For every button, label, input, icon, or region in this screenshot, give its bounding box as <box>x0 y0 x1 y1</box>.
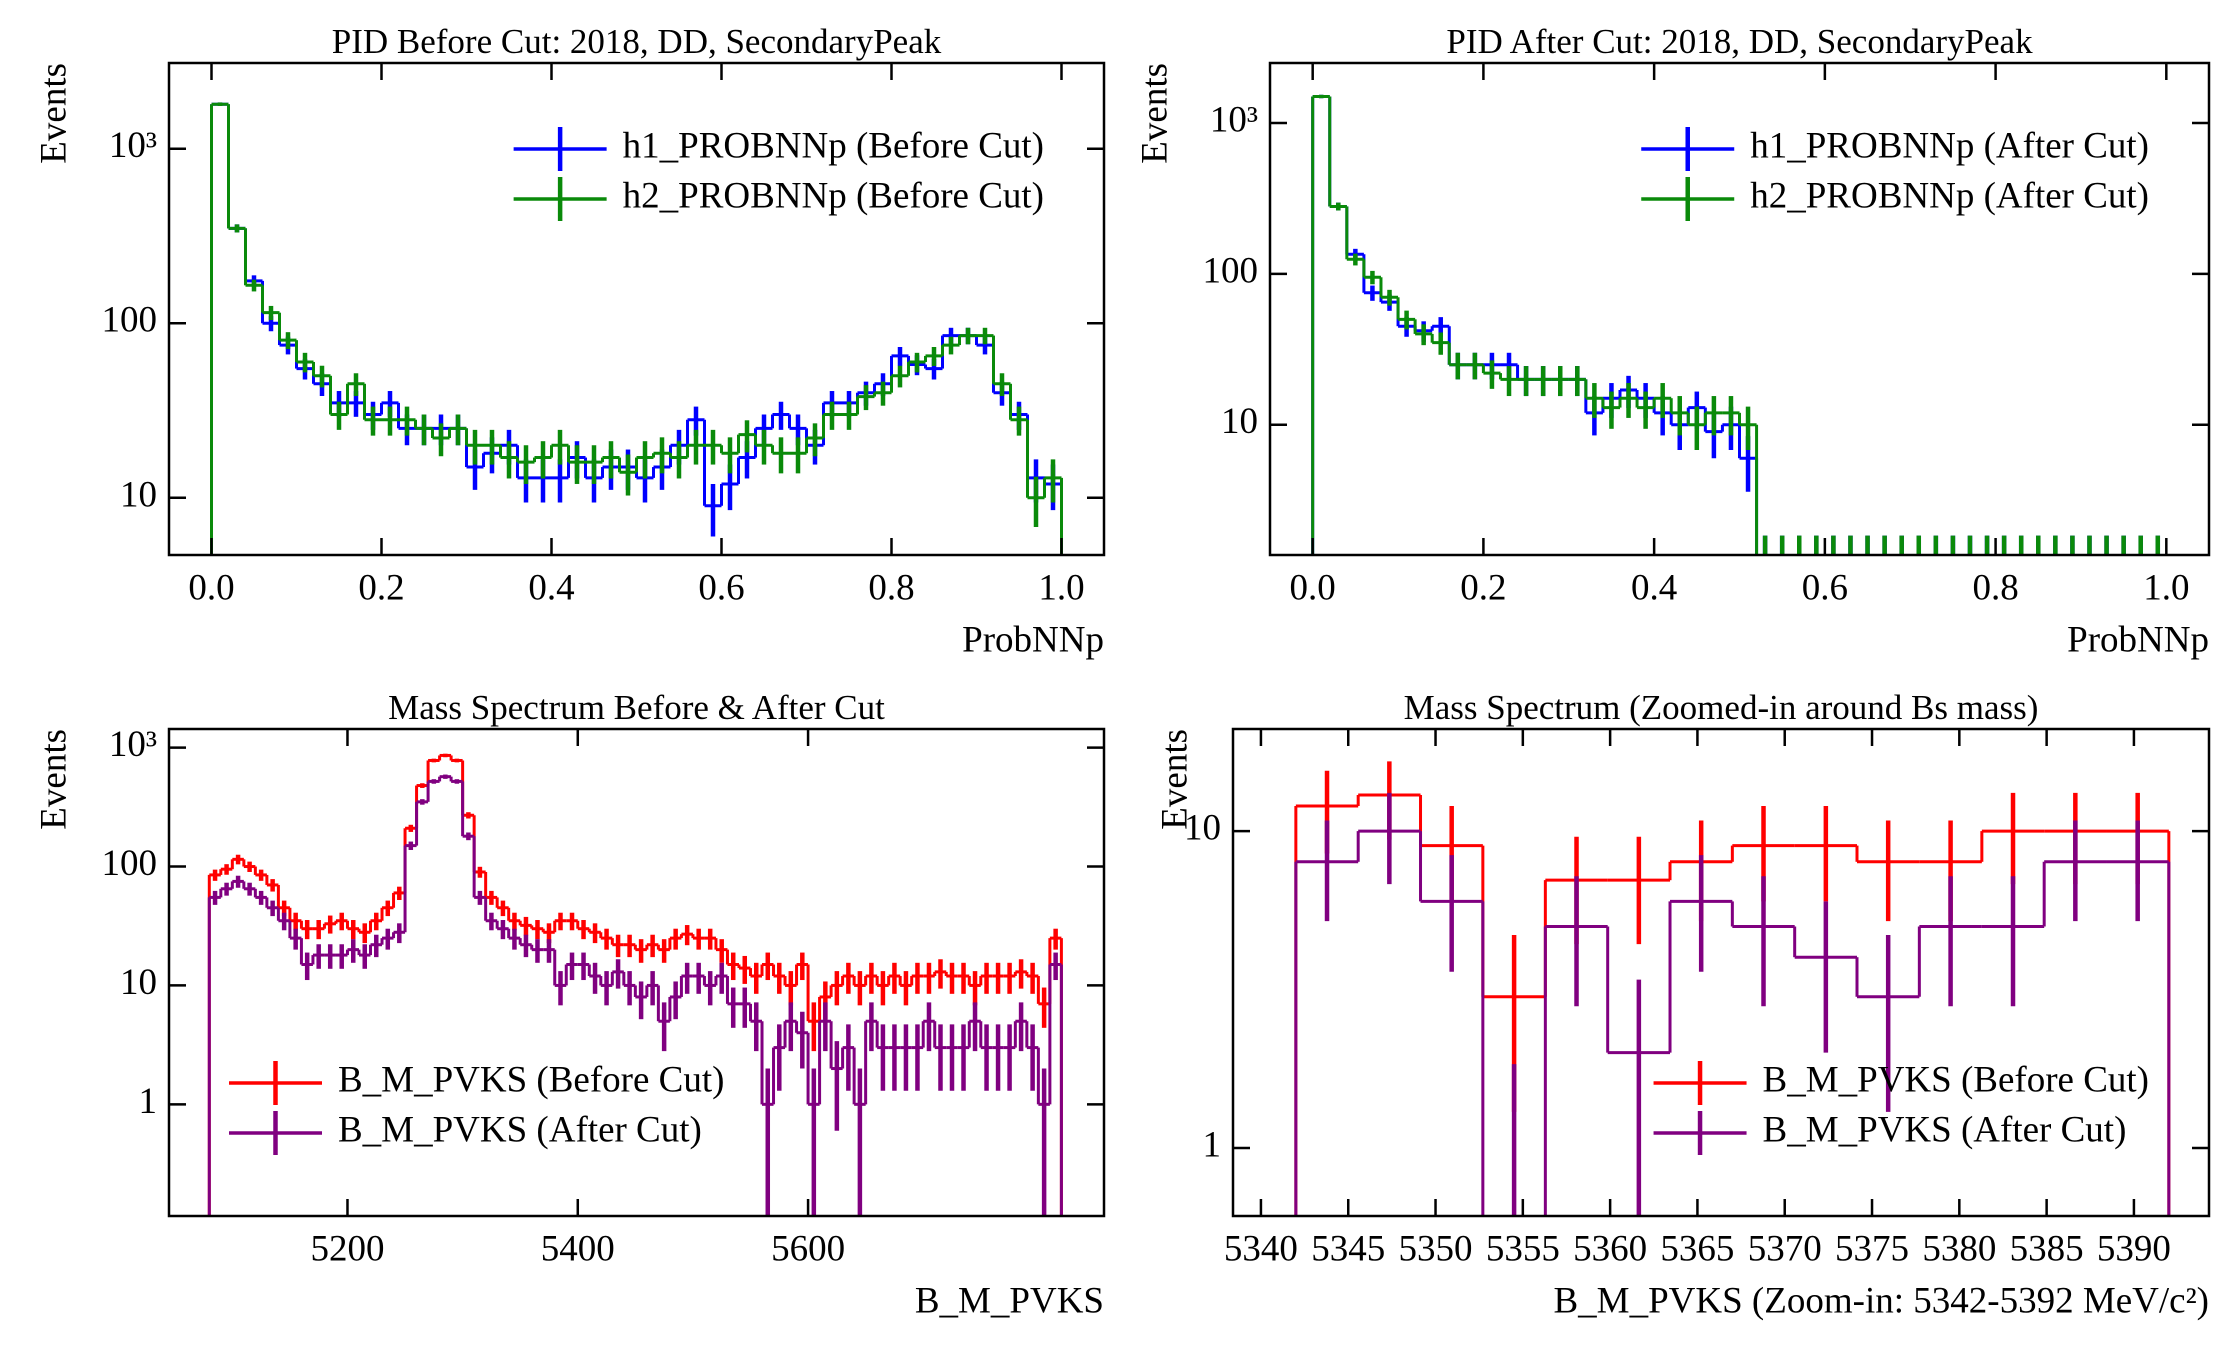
legend-label: h1_PROBNNp (Before Cut) <box>623 125 1044 166</box>
x-tick-label: 5400 <box>541 1228 615 1269</box>
y-tick-label: 100 <box>102 300 158 341</box>
plot-area <box>1294 761 2171 1216</box>
x-tick-label: 0.8 <box>868 567 914 608</box>
x-axis-label: B_M_PVKS <box>915 1280 1104 1321</box>
axes-frame <box>167 61 1106 557</box>
x-tick-label: 0.0 <box>1290 567 1336 608</box>
x-axis-label: B_M_PVKS (Zoom-in: 5342-5392 MeV/c²) <box>1554 1280 2210 1321</box>
axes-frame <box>167 727 1106 1218</box>
x-tick-label: 0.4 <box>528 567 574 608</box>
x-tick-label: 1.0 <box>2143 567 2189 608</box>
chart-title: PID Before Cut: 2018, DD, SecondaryPeak <box>332 22 942 61</box>
x-tick-label: 0.6 <box>698 567 744 608</box>
plot-area <box>207 753 1063 1216</box>
chart-title: PID After Cut: 2018, DD, SecondaryPeak <box>1446 22 2033 61</box>
y-axis-label: Events <box>1154 729 1195 830</box>
x-tick-label: 1.0 <box>1038 567 1084 608</box>
y-tick-label: 1 <box>139 1081 158 1122</box>
plot-area <box>210 102 1063 555</box>
x-tick-label: 5370 <box>1748 1228 1822 1269</box>
y-tick-label: 10³ <box>1210 100 1258 141</box>
x-tick-label: 0.4 <box>1631 567 1677 608</box>
y-tick-label: 10³ <box>109 724 157 765</box>
x-tick-label: 5355 <box>1486 1228 1560 1269</box>
x-tick-label: 5200 <box>310 1228 384 1269</box>
y-tick-label: 100 <box>102 843 158 884</box>
y-tick-label: 10 <box>1221 401 1258 442</box>
x-tick-label: 5375 <box>1835 1228 1909 1269</box>
x-tick-label: 5600 <box>771 1228 845 1269</box>
y-axis-label: Events <box>33 729 74 830</box>
legend-label: B_M_PVKS (Before Cut) <box>338 1059 724 1100</box>
x-tick-label: 5350 <box>1399 1228 1473 1269</box>
x-tick-label: 5380 <box>1922 1228 1996 1269</box>
x-tick-label: 5340 <box>1224 1228 1298 1269</box>
y-tick-label: 10 <box>1184 808 1221 849</box>
plot-area <box>1311 94 2161 555</box>
x-axis-label: ProbNNp <box>2067 619 2209 660</box>
x-tick-label: 0.8 <box>1972 567 2018 608</box>
legend: h1_PROBNNp (After Cut) h2_PROBNNp (After … <box>1641 125 2149 221</box>
y-tick-label: 100 <box>1203 250 1259 291</box>
y-axis-label: Events <box>33 63 74 164</box>
legend-label: B_M_PVKS (After Cut) <box>338 1109 702 1150</box>
axes-frame <box>1268 61 2211 557</box>
x-tick-label: 5385 <box>2010 1228 2084 1269</box>
y-axis-label: Events <box>1134 63 1175 164</box>
legend: B_M_PVKS (Before Cut) B_M_PVKS (After Cut… <box>1653 1059 2149 1155</box>
x-tick-label: 0.0 <box>188 567 234 608</box>
x-tick-label: 5360 <box>1573 1228 1647 1269</box>
x-tick-label: 0.2 <box>358 567 404 608</box>
legend: h1_PROBNNp (Before Cut) h2_PROBNNp (Befor… <box>513 125 1044 221</box>
chart-title: Mass Spectrum (Zoomed-in around Bs mass) <box>1404 688 2039 727</box>
legend-label: B_M_PVKS (After Cut) <box>1763 1109 2127 1150</box>
x-tick-label: 0.6 <box>1802 567 1848 608</box>
legend: B_M_PVKS (Before Cut) B_M_PVKS (After Cut… <box>229 1059 724 1155</box>
x-tick-label: 5365 <box>1660 1228 1734 1269</box>
y-tick-label: 10³ <box>109 125 157 166</box>
y-tick-label: 1 <box>1203 1124 1222 1165</box>
y-tick-label: 10 <box>120 474 157 515</box>
x-tick-label: 0.2 <box>1460 567 1506 608</box>
legend-label: h2_PROBNNp (Before Cut) <box>623 175 1044 216</box>
legend-label: h2_PROBNNp (After Cut) <box>1750 175 2149 216</box>
x-tick-label: 5345 <box>1311 1228 1385 1269</box>
legend-label: B_M_PVKS (Before Cut) <box>1763 1059 2149 1100</box>
y-tick-label: 10 <box>120 962 157 1003</box>
x-axis-label: ProbNNp <box>962 619 1104 660</box>
x-tick-label: 5390 <box>2097 1228 2171 1269</box>
axes-frame <box>1231 727 2211 1218</box>
chart-title: Mass Spectrum Before & After Cut <box>388 688 885 727</box>
legend-label: h1_PROBNNp (After Cut) <box>1750 125 2149 166</box>
